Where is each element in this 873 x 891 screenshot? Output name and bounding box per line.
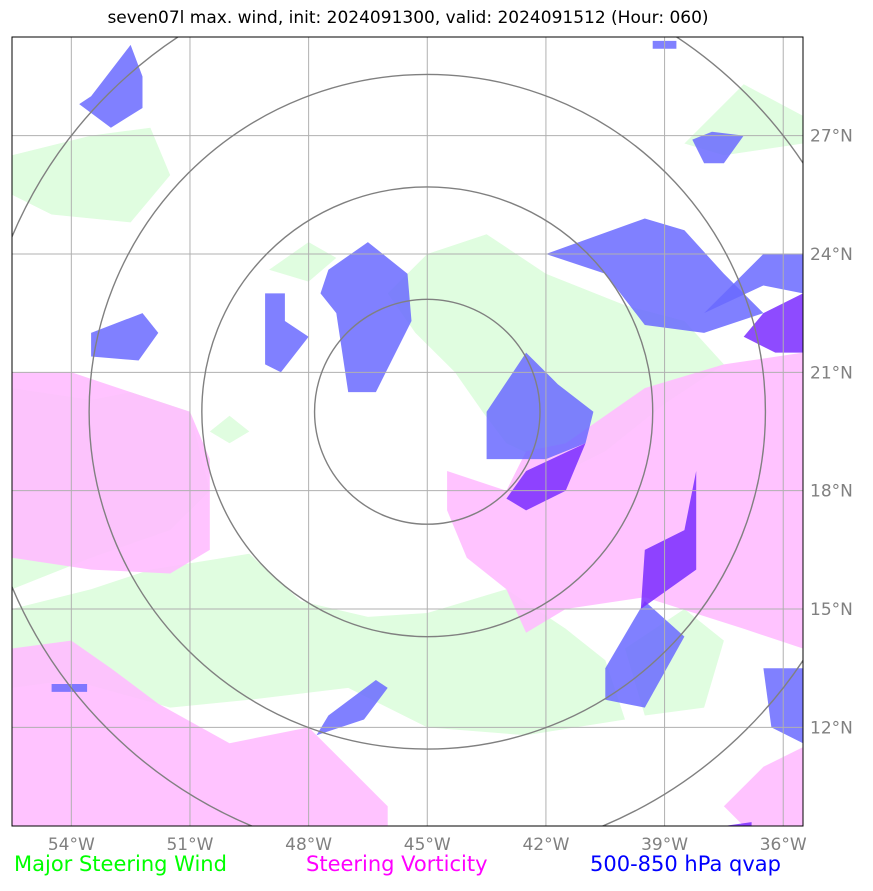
range-ring bbox=[201, 186, 654, 638]
chart-title: seven07l max. wind, init: 2024091300, va… bbox=[107, 8, 709, 28]
grid-lines bbox=[12, 37, 803, 826]
range-ring bbox=[313, 298, 541, 525]
y-tick-label: 12°N bbox=[810, 718, 853, 738]
qvap-region bbox=[704, 254, 803, 314]
legend-steering-vorticity: Steering Vorticity bbox=[306, 852, 488, 876]
wind-region bbox=[12, 127, 171, 223]
plot-frame bbox=[11, 36, 804, 827]
qvap-dark-region bbox=[723, 822, 752, 826]
vorticity-region bbox=[447, 352, 803, 649]
legend-steering-wind: Major Steering Wind bbox=[14, 852, 227, 876]
vorticity-region bbox=[12, 640, 388, 826]
y-tick-label: 18°N bbox=[810, 482, 853, 502]
qvap-dark-region bbox=[743, 293, 803, 353]
y-tick-label: 15°N bbox=[810, 600, 853, 620]
qvap-region bbox=[91, 313, 159, 361]
wind-region bbox=[269, 242, 337, 282]
y-tick-label: 24°N bbox=[810, 245, 853, 265]
range-rings bbox=[12, 37, 803, 826]
x-tick-label: 42°W bbox=[522, 835, 569, 855]
qvap-region bbox=[265, 293, 309, 373]
y-tick-label: 27°N bbox=[810, 127, 853, 147]
x-tick-label: 45°W bbox=[404, 835, 451, 855]
qvap-region bbox=[545, 218, 764, 333]
tick-labels: 54°W 51°W 48°W 45°W 42°W 39°W 36°W 12°N 15°N 18°N… bbox=[48, 127, 853, 855]
x-tick-label: 39°W bbox=[641, 835, 688, 855]
vorticity-region bbox=[12, 372, 210, 574]
qvap-region bbox=[51, 684, 88, 692]
range-ring bbox=[88, 73, 767, 750]
qvap-region bbox=[316, 680, 388, 736]
x-tick-label: 36°W bbox=[760, 835, 807, 855]
wind-region bbox=[12, 553, 625, 736]
x-tick-label: 54°W bbox=[48, 835, 95, 855]
legend-qvap: 500-850 hPa qvap bbox=[590, 852, 781, 876]
field-layers bbox=[12, 40, 803, 826]
y-tick-label: 21°N bbox=[810, 363, 853, 383]
vorticity-region bbox=[723, 747, 803, 826]
qvap-region bbox=[692, 131, 744, 164]
x-tick-label: 51°W bbox=[166, 835, 213, 855]
qvap-dark-region bbox=[640, 471, 697, 609]
x-tick-label: 48°W bbox=[285, 835, 332, 855]
wind-region bbox=[209, 415, 250, 444]
